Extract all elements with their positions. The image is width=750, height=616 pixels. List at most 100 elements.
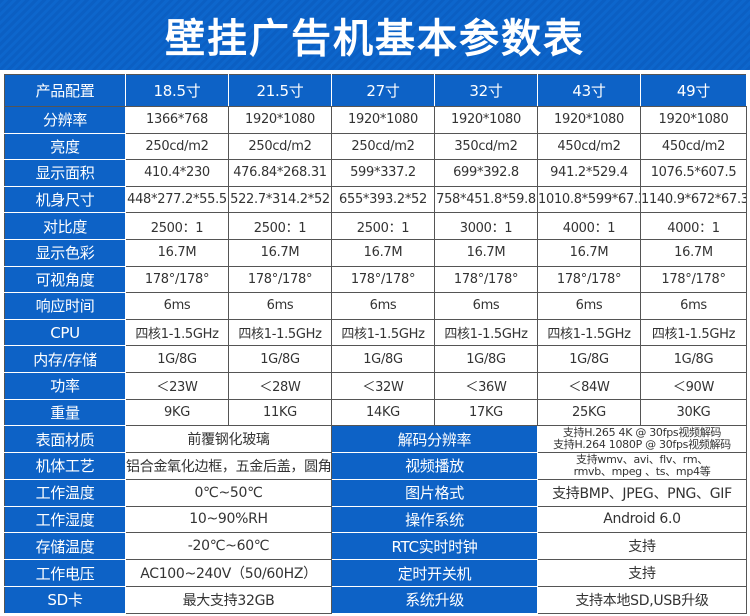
cell-value: 11KG [228,398,332,427]
cell-value: 410.4*230 [125,159,229,187]
cell-value: 2500：1 [228,212,332,240]
row-header-label: 产品配置 [4,74,126,107]
cell-value: 6ms [331,292,435,320]
cell-value: 758*451.8*59.8 [434,185,538,214]
row-label: 显示色彩 [4,238,126,267]
cell-value: 522.7*314.2*52 [228,185,332,214]
page-title: 壁挂广告机基本参数表 [165,16,585,62]
cell-value: 250cd/m2 [331,132,435,161]
cell-value: 250cd/m2 [125,132,229,161]
spec-table: 产品配置 18.5寸 21.5寸 27寸 32寸 43寸 49寸 分辨率 1366*768 192… [4,74,747,614]
cell-value: 448*277.2*55.5 [125,185,229,214]
column-header: 18.5寸 [125,74,229,107]
table-row: 重量 9KG 11KG 14KG 17KG 25KG 30KG [4,398,747,427]
cell-value: 178°/178° [228,265,332,294]
feature-row: 存储温度 -20℃~60℃ RTC实时时钟 支持 [4,532,747,561]
feature-row: 工作湿度 10~90%RH 操作系统 Android 6.0 [4,505,747,534]
feature-row: 机体工艺 铝合金氧化边框，五金后盖，圆角 视频播放 支持wmv、avi、flv、rm、… [4,451,747,480]
cell-value: 1920*1080 [434,106,538,134]
cell-value: 178°/178° [434,265,538,294]
cell-value: 14KG [331,398,435,427]
feature-value: 支持BMP、JPEG、PNG、GIF [537,478,747,507]
table-row: 内存/存储 1G/8G 1G/8G 1G/8G 1G/8G 1G/8G 1G/8G [4,345,747,373]
cell-value: 6ms [640,292,747,320]
feature-value: 支持H.265 4K @ 30fps视频解码 支持H.264 1080P @ 30… [537,425,747,453]
feature-label: 视频播放 [331,451,538,480]
cell-value: 四核1-1.5GHz [125,318,229,347]
feature-label: 工作温度 [4,478,126,507]
cell-value: 4000：1 [640,212,747,240]
feature-row: 工作温度 0℃~50℃ 图片格式 支持BMP、JPEG、PNG、GIF [4,478,747,507]
cell-value: 1920*1080 [640,106,747,134]
cell-value: 1G/8G [331,345,435,373]
table-row: 响应时间 6ms 6ms 6ms 6ms 6ms 6ms [4,292,747,320]
cell-value: 四核1-1.5GHz [434,318,538,347]
feature-value-line: 支持BMP、JPEG、PNG、GIF [552,485,732,502]
feature-label: SD卡 [4,585,126,614]
cell-value: 250cd/m2 [228,132,332,161]
column-header: 21.5寸 [228,74,332,107]
feature-value-line: 支持H.265 4K @ 30fps视频解码 [562,426,722,440]
cell-value: 178°/178° [331,265,435,294]
cell-value: 16.7M [640,238,747,267]
row-label: 机身尺寸 [4,185,126,214]
cell-value: 四核1-1.5GHz [537,318,641,347]
cell-value: 四核1-1.5GHz [331,318,435,347]
cell-value: 1920*1080 [228,106,332,134]
cell-value: 1076.5*607.5 [640,159,747,187]
cell-value: 30KG [640,398,747,427]
cell-value: 1G/8G [228,345,332,373]
cell-value: 6ms [434,292,538,320]
cell-value: 2500：1 [125,212,229,240]
feature-label: 解码分辨率 [331,425,538,453]
table-row: 对比度 2500：1 2500：1 2500：1 3000：1 4000：1 4000：1 [4,212,747,240]
cell-value: 四核1-1.5GHz [228,318,332,347]
feature-label: 系统升级 [331,585,538,614]
feature-label: 图片格式 [331,478,538,507]
feature-value: 前覆钢化玻璃 [125,425,332,453]
row-label: 显示面积 [4,159,126,187]
cell-value: 655*393.2*52 [331,185,435,214]
cell-value: 6ms [537,292,641,320]
row-label: 亮度 [4,132,126,161]
table-row: 功率 ＜23W ＜28W ＜32W ＜36W ＜84W ＜90W [4,371,747,400]
feature-value-line: 支持本地SD,USB升级 [575,592,709,609]
cell-value: ＜28W [228,371,332,400]
feature-label: 机体工艺 [4,451,126,480]
feature-row: SD卡 最大支持32GB 系统升级 支持本地SD,USB升级 [4,585,747,614]
feature-value-line: 支持wmv、avi、flv、rm、 [576,452,708,466]
cell-value: 1920*1080 [537,106,641,134]
feature-value-line: Android 6.0 [603,511,681,528]
cell-value: ＜23W [125,371,229,400]
cell-value: 16.7M [228,238,332,267]
feature-value-line: 支持H.264 1080P @ 30fps视频解码 [553,438,731,452]
cell-value: 9KG [125,398,229,427]
cell-value: 1G/8G [640,345,747,373]
cell-value: ＜90W [640,371,747,400]
header-row: 产品配置 18.5寸 21.5寸 27寸 32寸 43寸 49寸 [4,74,747,107]
feature-label: 表面材质 [4,425,126,453]
title-banner: 壁挂广告机基本参数表 [0,0,750,70]
cell-value: 178°/178° [125,265,229,294]
feature-row: 表面材质 前覆钢化玻璃 解码分辨率 支持H.265 4K @ 30fps视频解码 支持H… [4,425,747,453]
feature-value: 支持 [537,559,747,587]
column-header: 32寸 [434,74,538,107]
feature-value: AC100~240V（50/60HZ） [125,559,332,587]
cell-value: 16.7M [537,238,641,267]
table-row: 机身尺寸 448*277.2*55.5 522.7*314.2*52 655*393.… [4,185,747,214]
feature-row: 工作电压 AC100~240V（50/60HZ） 定时开关机 支持 [4,559,747,587]
cell-value: 2500：1 [331,212,435,240]
cell-value: 450cd/m2 [640,132,747,161]
feature-label: 定时开关机 [331,559,538,587]
cell-value: ＜32W [331,371,435,400]
cell-value: 599*337.2 [331,159,435,187]
cell-value: ＜36W [434,371,538,400]
cell-value: ＜84W [537,371,641,400]
cell-value: 476.84*268.31 [228,159,332,187]
feature-value: Android 6.0 [537,505,747,534]
cell-value: 350cd/m2 [434,132,538,161]
feature-value-line: 支持 [628,566,656,582]
cell-value: 1G/8G [434,345,538,373]
feature-value: 最大支持32GB [125,585,332,614]
cell-value: 1010.8*599*67.3 [537,185,641,214]
